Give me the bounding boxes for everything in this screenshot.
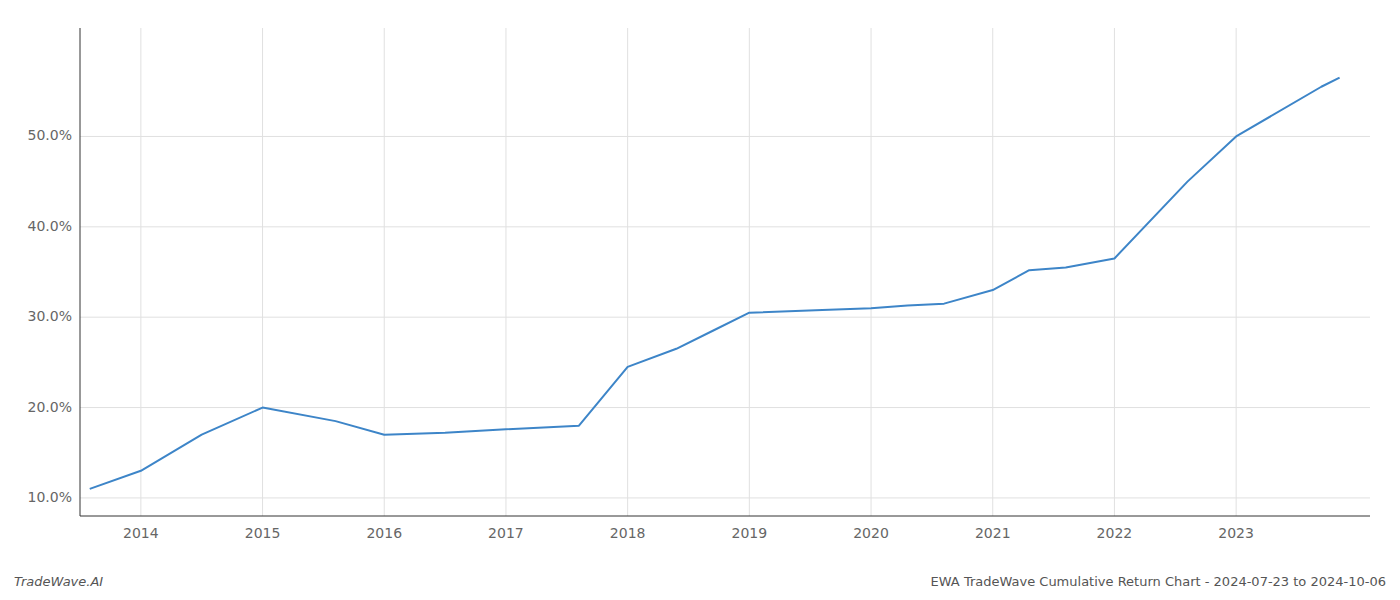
y-tick-label: 50.0% — [28, 127, 72, 143]
x-tick-label: 2016 — [366, 525, 402, 541]
y-tick-label: 30.0% — [28, 308, 72, 324]
y-axis-line — [80, 28, 81, 516]
y-grid-line — [80, 226, 1370, 227]
y-grid-line — [80, 136, 1370, 137]
y-tick-label: 40.0% — [28, 218, 72, 234]
x-tick-label: 2015 — [245, 525, 281, 541]
x-grid-line — [262, 28, 263, 516]
x-tick-label: 2022 — [1097, 525, 1133, 541]
background — [0, 0, 1400, 600]
x-grid-line — [627, 28, 628, 516]
x-grid-line — [992, 28, 993, 516]
chart-svg: 10.0% 20.0% 30.0% 40.0% 50.0% 2014 2015 2016 201… — [0, 0, 1400, 600]
x-tick-label: 2019 — [732, 525, 768, 541]
footer-right: EWA TradeWave Cumulative Return Chart - … — [931, 574, 1386, 589]
x-grid-line — [505, 28, 506, 516]
y-tick-label: 20.0% — [28, 399, 72, 415]
y-tick-label: 10.0% — [28, 489, 72, 505]
x-grid-line — [1236, 28, 1237, 516]
plot-area — [90, 78, 1340, 489]
x-tick-label: 2014 — [123, 525, 159, 541]
x-tick-label: 2020 — [853, 525, 889, 541]
x-tick-label: 2023 — [1218, 525, 1254, 541]
grid — [80, 28, 1370, 516]
data-line — [90, 78, 1340, 489]
y-grid-line — [80, 497, 1370, 498]
x-tick-label: 2018 — [610, 525, 646, 541]
x-grid-line — [140, 28, 141, 516]
x-grid-line — [1114, 28, 1115, 516]
chart-container: 10.0% 20.0% 30.0% 40.0% 50.0% 2014 2015 2016 201… — [0, 0, 1400, 600]
y-grid-line — [80, 407, 1370, 408]
footer-left: TradeWave.AI — [14, 574, 103, 589]
y-grid-line — [80, 317, 1370, 318]
axes: 10.0% 20.0% 30.0% 40.0% 50.0% 2014 2015 2016 201… — [28, 28, 1370, 541]
x-grid-line — [871, 28, 872, 516]
x-tick-label: 2021 — [975, 525, 1011, 541]
x-grid-line — [749, 28, 750, 516]
x-axis-line — [80, 516, 1370, 517]
x-tick-label: 2017 — [488, 525, 524, 541]
x-grid-line — [384, 28, 385, 516]
